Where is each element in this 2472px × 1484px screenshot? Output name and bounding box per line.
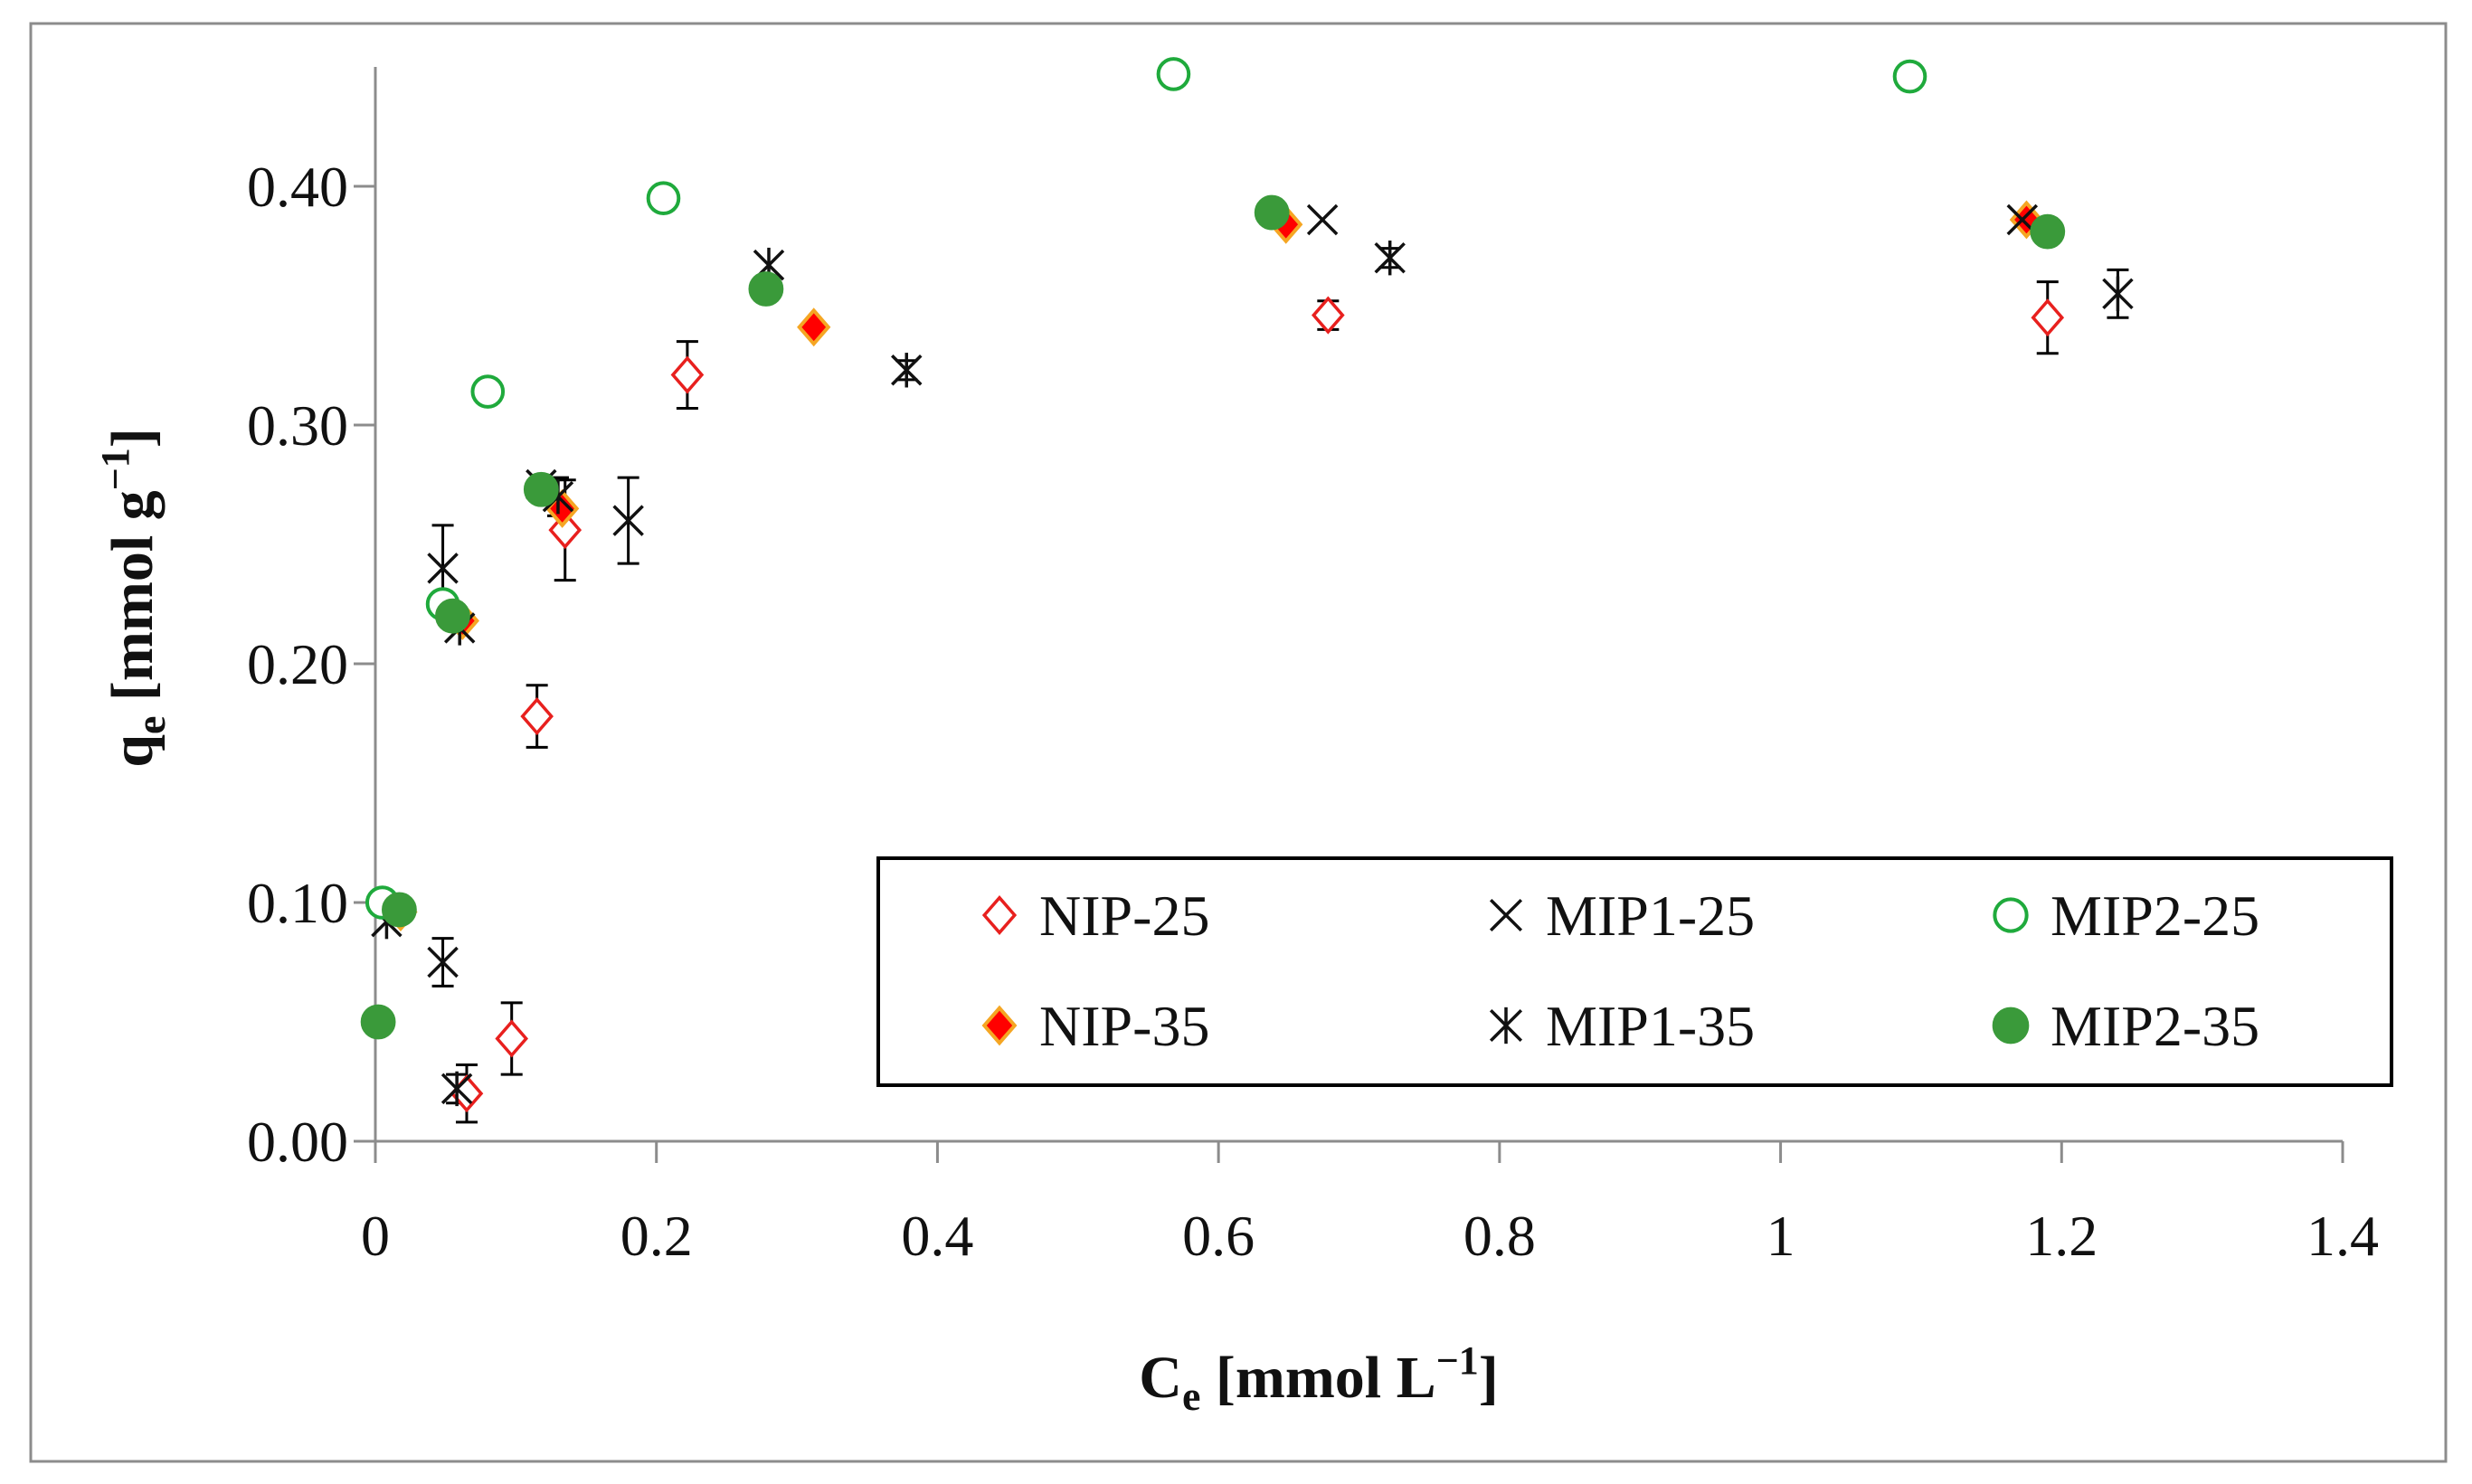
legend-item-nip-25: NIP-25 xyxy=(981,884,1209,948)
mip2-35-marker xyxy=(523,471,559,507)
nip-35-marker xyxy=(981,1005,1018,1046)
y-tick-label: 0.30 xyxy=(247,393,348,458)
legend-item-mip2-25: MIP2-25 xyxy=(1993,884,2259,948)
x-tick-label: 0.8 xyxy=(1463,1204,1536,1268)
legend-label: NIP-25 xyxy=(1039,884,1209,948)
nip-25-marker xyxy=(2031,298,2065,337)
legend: NIP-25 MIP1-25 MIP2-25 NIP-35 MIP1-35 MIP2-35 xyxy=(876,856,2393,1087)
chart-frame xyxy=(29,22,2448,1463)
mip1-35-marker xyxy=(891,353,923,388)
mip2-35-marker xyxy=(360,1004,396,1040)
mip1-35-marker xyxy=(1489,1007,1523,1044)
legend-label: MIP1-25 xyxy=(1546,884,1755,948)
y-tick-label: 0.10 xyxy=(247,871,348,935)
legend-item-mip1-25: MIP1-25 xyxy=(1489,884,1755,948)
mip1-35-marker xyxy=(440,1071,473,1107)
mip1-25-marker xyxy=(427,946,459,978)
mip2-35-marker xyxy=(382,892,417,928)
x-tick-label: 0.2 xyxy=(620,1204,693,1268)
mip1-35-marker xyxy=(2102,276,2134,311)
legend-label: MIP2-25 xyxy=(2051,884,2259,948)
nip-35-marker xyxy=(797,307,831,347)
legend-box xyxy=(876,856,2393,1087)
mip1-25-marker xyxy=(427,553,459,584)
mip2-35-marker xyxy=(1992,1007,2030,1044)
mip2-25-marker xyxy=(470,374,506,409)
mip2-25-marker xyxy=(646,181,681,215)
nip-25-marker xyxy=(495,1019,529,1058)
mip1-35-marker xyxy=(1374,241,1406,276)
nip-25-marker xyxy=(670,355,705,394)
x-tick-label: 1.4 xyxy=(2306,1204,2379,1268)
mip2-35-marker xyxy=(1254,194,1290,231)
y-tick-label: 0.40 xyxy=(247,155,348,219)
x-tick-label: 0.4 xyxy=(901,1204,973,1268)
y-tick-label: 0.00 xyxy=(247,1110,348,1174)
mip2-25-marker xyxy=(1993,897,2029,933)
nip-25-marker xyxy=(981,895,1018,935)
legend-label: MIP1-35 xyxy=(1546,994,1755,1058)
legend-item-nip-35: NIP-35 xyxy=(981,994,1209,1058)
legend-item-mip2-35: MIP2-35 xyxy=(1992,994,2259,1058)
legend-label: MIP2-35 xyxy=(2051,994,2259,1058)
x-tick-label: 1.2 xyxy=(2025,1204,2098,1268)
data-points xyxy=(360,57,2134,1113)
mip1-25-marker xyxy=(1306,203,1339,236)
mip2-25-marker xyxy=(1156,57,1191,91)
axes: 0 0.2 0.4 0.6 0.8 1 1.2 1.4 0.00 0.10 0.20 0.30 0.40 xyxy=(247,67,2379,1268)
legend-item-mip1-35: MIP1-35 xyxy=(1489,994,1755,1058)
nip-25-marker xyxy=(520,697,554,736)
mip1-25-marker xyxy=(612,505,644,536)
mip1-25-marker xyxy=(1489,898,1523,932)
x-tick-label: 0 xyxy=(361,1204,390,1268)
x-tick-label: 1 xyxy=(1766,1204,1795,1268)
x-axis-title: Ce [mmol L−1] xyxy=(1139,1338,1498,1419)
y-axis-title: qe [mmol g−1] xyxy=(93,428,174,767)
y-tick-label: 0.20 xyxy=(247,632,348,696)
x-tick-label: 0.6 xyxy=(1182,1204,1255,1268)
mip2-35-marker xyxy=(2030,213,2066,250)
nip-25-marker xyxy=(1312,296,1345,335)
legend-label: NIP-35 xyxy=(1039,994,1209,1058)
mip2-35-marker xyxy=(435,598,470,634)
mip2-25-marker xyxy=(1892,59,1927,94)
mip2-35-marker xyxy=(748,271,784,307)
